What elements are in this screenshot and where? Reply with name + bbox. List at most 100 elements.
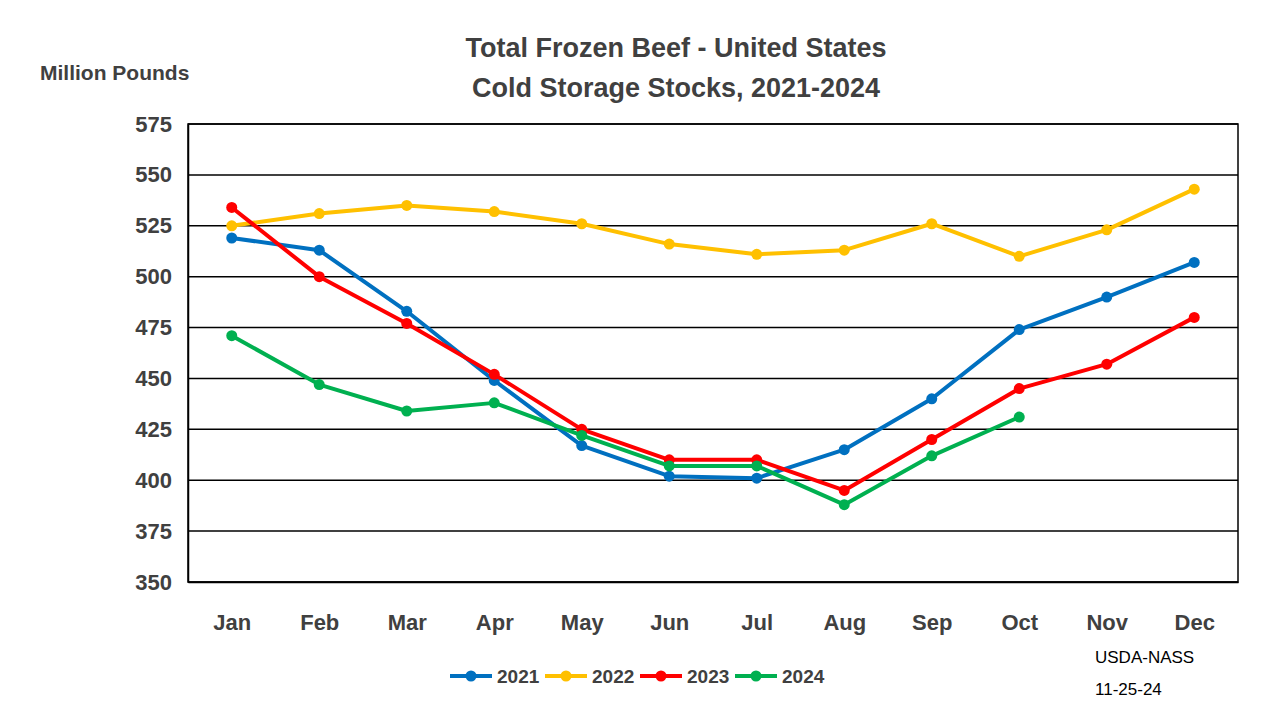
y-tick: 350 (135, 570, 188, 595)
data-point (489, 206, 500, 217)
data-point (1014, 383, 1025, 394)
data-point (226, 220, 237, 231)
data-point (664, 239, 675, 250)
data-point (751, 460, 762, 471)
data-point (926, 450, 937, 461)
series-line (232, 207, 1195, 490)
data-point (1014, 412, 1025, 423)
data-point (314, 208, 325, 219)
plot-area (226, 184, 1200, 511)
annotation: USDA-NASS (1095, 648, 1194, 667)
data-point (751, 473, 762, 484)
x-tick-label: Dec (1175, 610, 1215, 635)
data-point (489, 369, 500, 380)
x-tick: Feb (300, 582, 339, 635)
y-tick-label: 500 (135, 264, 172, 289)
data-point (751, 249, 762, 260)
x-tick: Jun (650, 582, 689, 635)
data-point (664, 471, 675, 482)
data-point (1014, 324, 1025, 335)
legend-marker (561, 671, 572, 682)
legend-marker (656, 671, 667, 682)
grid-line (188, 530, 1238, 532)
y-tick-label: 475 (135, 315, 172, 340)
grid-line (188, 378, 1238, 380)
y-tick-label: 450 (135, 366, 172, 391)
x-tick-label: Jun (650, 610, 689, 635)
x-tick-label: Oct (1001, 610, 1038, 635)
series-line (232, 336, 1020, 505)
data-point (314, 271, 325, 282)
legend-item: 2022 (545, 666, 634, 687)
plot-frame (188, 124, 1238, 582)
x-tick-label: Jul (741, 610, 773, 635)
legend-item: 2023 (640, 666, 729, 687)
x-tick: May (561, 582, 605, 635)
x-tick: Sep (912, 582, 952, 635)
data-point (576, 218, 587, 229)
y-tick-label: 425 (135, 417, 172, 442)
x-tick-label: Feb (300, 610, 339, 635)
y-tick-label: 375 (135, 519, 172, 544)
legend-item: 2021 (450, 666, 540, 687)
series-line (232, 238, 1195, 478)
y-tick-label: 525 (135, 213, 172, 238)
y-tick: 375 (135, 519, 188, 544)
chart: Total Frozen Beef - United StatesCold St… (0, 0, 1280, 720)
legend-label: 2024 (782, 666, 825, 687)
x-tick: Nov (1086, 582, 1128, 635)
data-point (1189, 312, 1200, 323)
legend: 20212022 2023 2024 (450, 666, 825, 687)
y-tick: 425 (135, 417, 188, 442)
data-point (1101, 292, 1112, 303)
data-point (926, 393, 937, 404)
legend-item: 2024 (735, 666, 825, 687)
y-tick: 550 (135, 162, 188, 187)
data-point (314, 379, 325, 390)
y-tick-label: 400 (135, 468, 172, 493)
x-tick-label: Nov (1086, 610, 1128, 635)
data-point (489, 397, 500, 408)
data-point (664, 460, 675, 471)
legend-marker (751, 671, 762, 682)
grid-line (188, 225, 1238, 227)
x-tick-label: May (561, 610, 605, 635)
title: Total Frozen Beef - United States (465, 33, 886, 63)
data-point (1101, 359, 1112, 370)
data-point (401, 318, 412, 329)
x-axis: JanFebMarAprMayJunJulAugSepOctNovDec (189, 582, 1239, 635)
data-point (576, 430, 587, 441)
y-tick: 400 (135, 468, 188, 493)
x-tick-label: Mar (388, 610, 428, 635)
data-point (1189, 257, 1200, 268)
y-axis-line (188, 125, 190, 583)
legend-marker (466, 671, 477, 682)
y-tick-label: 550 (135, 162, 172, 187)
grid (188, 124, 1238, 582)
grid-line (188, 276, 1238, 278)
y-axis: 350375400425450475500525550575 (135, 112, 188, 595)
y-tick: 525 (135, 213, 188, 238)
legend-label: 2023 (687, 666, 729, 687)
data-point (1101, 224, 1112, 235)
x-tick-label: Sep (912, 610, 952, 635)
legend-label: 2021 (497, 666, 540, 687)
x-tick: Oct (1001, 582, 1038, 635)
x-tick-label: Jan (213, 610, 251, 635)
data-point (839, 245, 850, 256)
data-point (576, 440, 587, 451)
y-tick-label: 350 (135, 570, 172, 595)
grid-line (188, 479, 1238, 481)
x-tick-label: Aug (823, 610, 866, 635)
data-point (401, 406, 412, 417)
x-tick: Aug (823, 582, 866, 635)
annotation: 11-25-24 (1095, 680, 1162, 699)
y-tick: 475 (135, 315, 188, 340)
grid-line (188, 174, 1238, 176)
x-tick: Jul (741, 582, 773, 635)
series-line (232, 189, 1195, 256)
data-point (1014, 251, 1025, 262)
data-point (839, 485, 850, 496)
y-axis-title: Million Pounds (40, 61, 189, 84)
grid-line (188, 327, 1238, 329)
